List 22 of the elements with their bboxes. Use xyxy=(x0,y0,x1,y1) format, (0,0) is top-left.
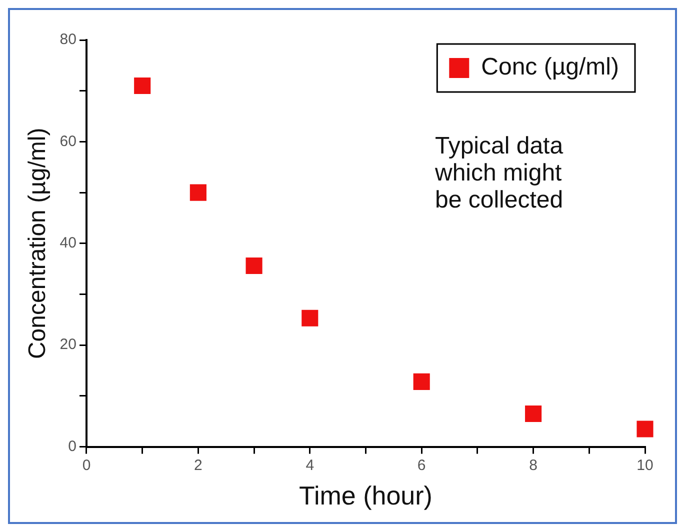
point xyxy=(525,405,542,422)
point xyxy=(636,420,654,438)
y-tick-label: 40 xyxy=(60,234,76,252)
x-tick-label: 4 xyxy=(306,456,314,474)
x-tick-label: 8 xyxy=(529,456,538,474)
y-tick-label: 80 xyxy=(60,31,76,48)
x-axis-title: Time (hour) xyxy=(299,480,432,511)
y-tick-label: 60 xyxy=(60,132,76,150)
point xyxy=(134,77,151,94)
x-tick-label: 10 xyxy=(636,456,654,474)
y-axis-title: Concentration (µg/ml) xyxy=(24,128,52,360)
legend-label: Conc (µg/ml) xyxy=(481,54,620,81)
point xyxy=(302,310,318,326)
point xyxy=(413,373,430,390)
annotation: Typical data which might be collected xyxy=(434,132,564,214)
point xyxy=(246,257,262,274)
x-tick-label: 2 xyxy=(194,456,202,474)
y-tick-label: 0 xyxy=(68,438,76,455)
point xyxy=(190,184,206,201)
y-tick-label: 20 xyxy=(60,336,76,354)
x-tick-label: 0 xyxy=(82,456,91,474)
x-tick-label: 6 xyxy=(417,456,426,474)
